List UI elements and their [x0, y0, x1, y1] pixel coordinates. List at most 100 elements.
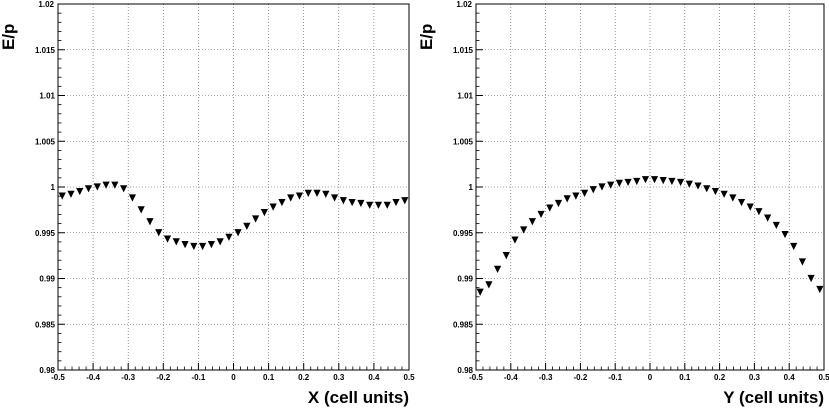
data-point [287, 194, 295, 202]
data-point [781, 230, 789, 239]
data-point [84, 185, 93, 193]
data-point [772, 221, 780, 230]
data-point [537, 210, 545, 219]
y-tick-label: 0.99 [457, 275, 473, 284]
y-tick-label: 1.005 [35, 137, 56, 146]
data-point [746, 203, 754, 211]
data-point [67, 190, 75, 198]
data-point [798, 258, 807, 266]
data-point [641, 176, 650, 184]
x-tick-label: 0.3 [749, 373, 761, 382]
data-point [755, 208, 763, 216]
y-tick-label: 1 [51, 183, 56, 192]
data-point [76, 187, 84, 196]
x-axis-title: X (cell units) [308, 388, 409, 407]
data-point [711, 187, 720, 196]
x-tick-label: -0.2 [574, 373, 588, 382]
data-point [554, 199, 563, 208]
x-tick-label: 0.2 [714, 373, 726, 382]
x-tick-label: 0.1 [263, 373, 275, 382]
x-tick-label: -0.3 [121, 373, 135, 382]
data-point [729, 194, 737, 202]
y-axis-title: E/p [0, 24, 18, 50]
data-point [703, 185, 711, 193]
x-tick-label: 0.2 [298, 373, 310, 382]
data-point [694, 182, 702, 190]
data-point [330, 194, 339, 202]
data-point [659, 176, 667, 185]
data-point [685, 180, 693, 188]
x-tick-label: 0 [231, 373, 236, 382]
chart-x-response: -0.5 -0.4 -0.3 -0.2 -0.1 0 0.1 0.2 0.3 0.4 0.5 0.98… [0, 0, 415, 407]
data-point [260, 209, 268, 217]
data-point [163, 235, 172, 243]
data-point [598, 183, 606, 191]
data-point [607, 181, 615, 189]
x-tick-label: 0.4 [784, 373, 796, 382]
data-point [278, 198, 286, 207]
y-tick-label: 1.015 [453, 46, 474, 55]
x-tick-label: -0.2 [156, 373, 170, 382]
x-tick-label: 0.5 [818, 373, 829, 382]
x-axis-title: Y (cell units) [723, 388, 824, 407]
y-tick-label: 1.02 [456, 0, 472, 9]
y-tick-label: 0.985 [453, 320, 474, 329]
data-point [146, 218, 154, 226]
data-point [58, 192, 66, 200]
data-point [234, 229, 242, 237]
data-point [155, 229, 163, 237]
data-point [207, 241, 215, 249]
x-tick-label: -0.1 [192, 373, 206, 382]
y-tick-label: 1.01 [457, 92, 473, 101]
data-point [493, 265, 502, 273]
data-point [304, 189, 312, 198]
y-tick-label: 1.005 [453, 137, 474, 146]
data-point [520, 226, 528, 234]
data-point [816, 285, 824, 294]
x-tick-label: 0 [648, 373, 653, 382]
data-point [580, 189, 589, 198]
data-point [790, 242, 798, 251]
data-point [502, 252, 510, 260]
data-point [392, 198, 400, 207]
data-point [615, 179, 623, 187]
data-point [383, 201, 391, 209]
data-point [563, 195, 571, 203]
x-tick-label: -0.3 [539, 373, 553, 382]
data-point [225, 233, 233, 241]
x-tick-label: 0.3 [333, 373, 345, 382]
y-tick-label: 1.01 [39, 92, 55, 101]
data-point [243, 222, 251, 230]
data-point [528, 218, 536, 226]
y-tick-label: 0.98 [457, 366, 473, 375]
y-tick-label: 0.98 [39, 366, 55, 375]
data-point [120, 185, 128, 193]
data-point [295, 192, 304, 200]
data-point [401, 197, 409, 205]
x-tick-label: 0.4 [368, 373, 380, 382]
data-point [137, 206, 145, 214]
data-point [720, 190, 728, 198]
chart-y-response: -0.5 -0.4 -0.3 -0.2 -0.1 0 0.1 0.2 0.3 0.4 0.5 0.98… [417, 0, 829, 407]
data-point [111, 181, 119, 189]
y-tick-label: 0.985 [35, 320, 56, 329]
data-point [650, 176, 659, 184]
x-tick-label: -0.4 [504, 373, 518, 382]
y-tick-label: 0.995 [35, 229, 56, 238]
data-point [269, 203, 277, 211]
y-tick-label: 1.02 [38, 0, 54, 9]
data-point [633, 177, 641, 186]
x-tick-label: -0.5 [469, 373, 483, 382]
data-point [511, 236, 519, 244]
data-point [572, 192, 580, 200]
data-point [807, 274, 815, 283]
data-point [172, 238, 180, 246]
data-point [357, 199, 365, 208]
data-point [677, 178, 685, 187]
x-tick-label: 0.5 [403, 373, 415, 382]
data-point [366, 201, 374, 209]
data-point [737, 198, 746, 207]
data-point [764, 214, 772, 222]
